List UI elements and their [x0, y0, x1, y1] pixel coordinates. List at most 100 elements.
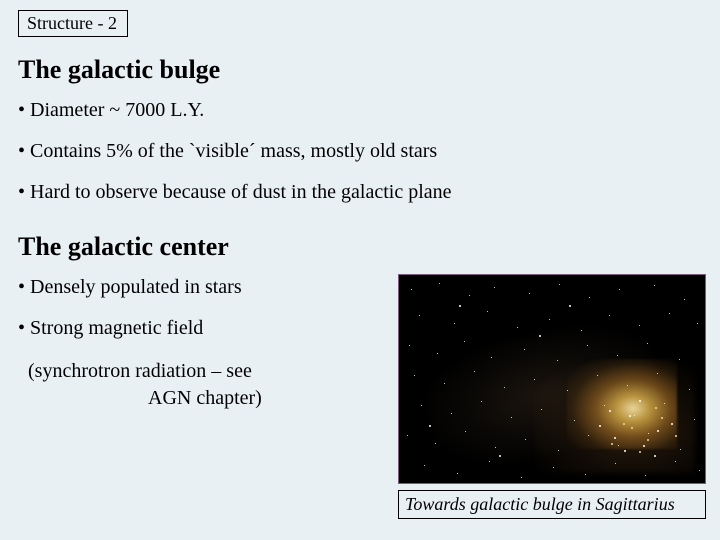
- star: [623, 423, 625, 425]
- star: [474, 371, 475, 372]
- star: [694, 419, 695, 420]
- galactic-core-glow: [567, 359, 677, 449]
- star: [587, 345, 588, 346]
- figure: Towards galactic bulge in Sagittarius: [398, 274, 706, 519]
- star: [684, 299, 685, 300]
- star: [654, 285, 655, 286]
- star: [611, 443, 613, 445]
- star: [567, 390, 568, 391]
- star: [647, 439, 649, 441]
- star: [615, 463, 616, 464]
- star: [489, 461, 490, 462]
- star: [675, 435, 677, 437]
- star: [409, 345, 410, 346]
- star: [487, 311, 488, 312]
- star: [699, 470, 700, 471]
- star: [618, 445, 619, 446]
- star: [457, 473, 458, 474]
- star: [581, 330, 582, 331]
- section2-note-line2: AGN chapter): [28, 385, 388, 412]
- star: [557, 360, 558, 361]
- star: [629, 415, 631, 417]
- star: [553, 467, 554, 468]
- star: [675, 461, 676, 462]
- star: [521, 477, 522, 478]
- star: [631, 427, 633, 429]
- star: [657, 430, 659, 432]
- star: [424, 465, 425, 466]
- star: [664, 403, 665, 404]
- header-label-box: Structure - 2: [18, 10, 128, 37]
- star: [655, 407, 657, 409]
- star: [439, 283, 440, 284]
- star: [435, 443, 436, 444]
- star: [525, 439, 526, 440]
- star: [609, 410, 611, 412]
- star: [627, 385, 628, 386]
- star: [661, 417, 663, 419]
- star: [645, 475, 646, 476]
- star: [619, 289, 620, 290]
- star: [549, 319, 550, 320]
- star: [539, 335, 541, 337]
- star: [574, 420, 575, 421]
- section1-bullet: • Hard to observe because of dust in the…: [18, 181, 702, 204]
- star: [534, 379, 535, 380]
- galaxy-image: [398, 274, 706, 484]
- star: [517, 327, 518, 328]
- figure-caption: Towards galactic bulge in Sagittarius: [405, 494, 675, 514]
- star: [491, 357, 492, 358]
- star: [639, 451, 641, 453]
- star: [524, 349, 525, 350]
- star: [429, 425, 431, 427]
- section2: The galactic center • Densely populated …: [18, 232, 388, 412]
- section1-title: The galactic bulge: [18, 55, 702, 85]
- star: [648, 433, 649, 434]
- star: [597, 375, 598, 376]
- star: [589, 297, 590, 298]
- star: [421, 405, 422, 406]
- star: [654, 455, 656, 457]
- star: [647, 343, 648, 344]
- section2-bullet: • Strong magnetic field: [18, 317, 388, 340]
- star: [643, 445, 645, 447]
- star: [454, 323, 455, 324]
- star: [451, 413, 452, 414]
- star: [614, 437, 616, 439]
- star: [494, 287, 495, 288]
- section1-bullet: • Contains 5% of the `visible´ mass, mos…: [18, 140, 702, 163]
- star: [569, 305, 571, 307]
- star: [689, 389, 690, 390]
- star: [679, 359, 680, 360]
- section2-note: (synchrotron radiation – see AGN chapter…: [28, 358, 388, 412]
- star: [680, 449, 681, 450]
- star: [639, 325, 640, 326]
- star: [481, 401, 482, 402]
- star: [419, 315, 420, 316]
- star: [459, 305, 461, 307]
- star: [559, 284, 560, 285]
- section2-bullet: • Densely populated in stars: [18, 276, 388, 299]
- star: [499, 455, 501, 457]
- star: [697, 323, 698, 324]
- star: [588, 435, 589, 436]
- star: [585, 474, 586, 475]
- section2-title: The galactic center: [18, 232, 388, 262]
- star: [529, 293, 530, 294]
- slide: Structure - 2 The galactic bulge • Diame…: [0, 0, 720, 540]
- star: [669, 313, 670, 314]
- star: [671, 423, 673, 425]
- star: [464, 341, 465, 342]
- star: [657, 373, 658, 374]
- star: [609, 315, 610, 316]
- star: [541, 409, 542, 410]
- star: [624, 450, 626, 452]
- star: [495, 447, 496, 448]
- star: [414, 375, 415, 376]
- star: [411, 289, 412, 290]
- star: [511, 417, 512, 418]
- star: [639, 400, 641, 402]
- star: [504, 387, 505, 388]
- star: [604, 405, 605, 406]
- section2-note-line1: (synchrotron radiation – see: [28, 360, 252, 382]
